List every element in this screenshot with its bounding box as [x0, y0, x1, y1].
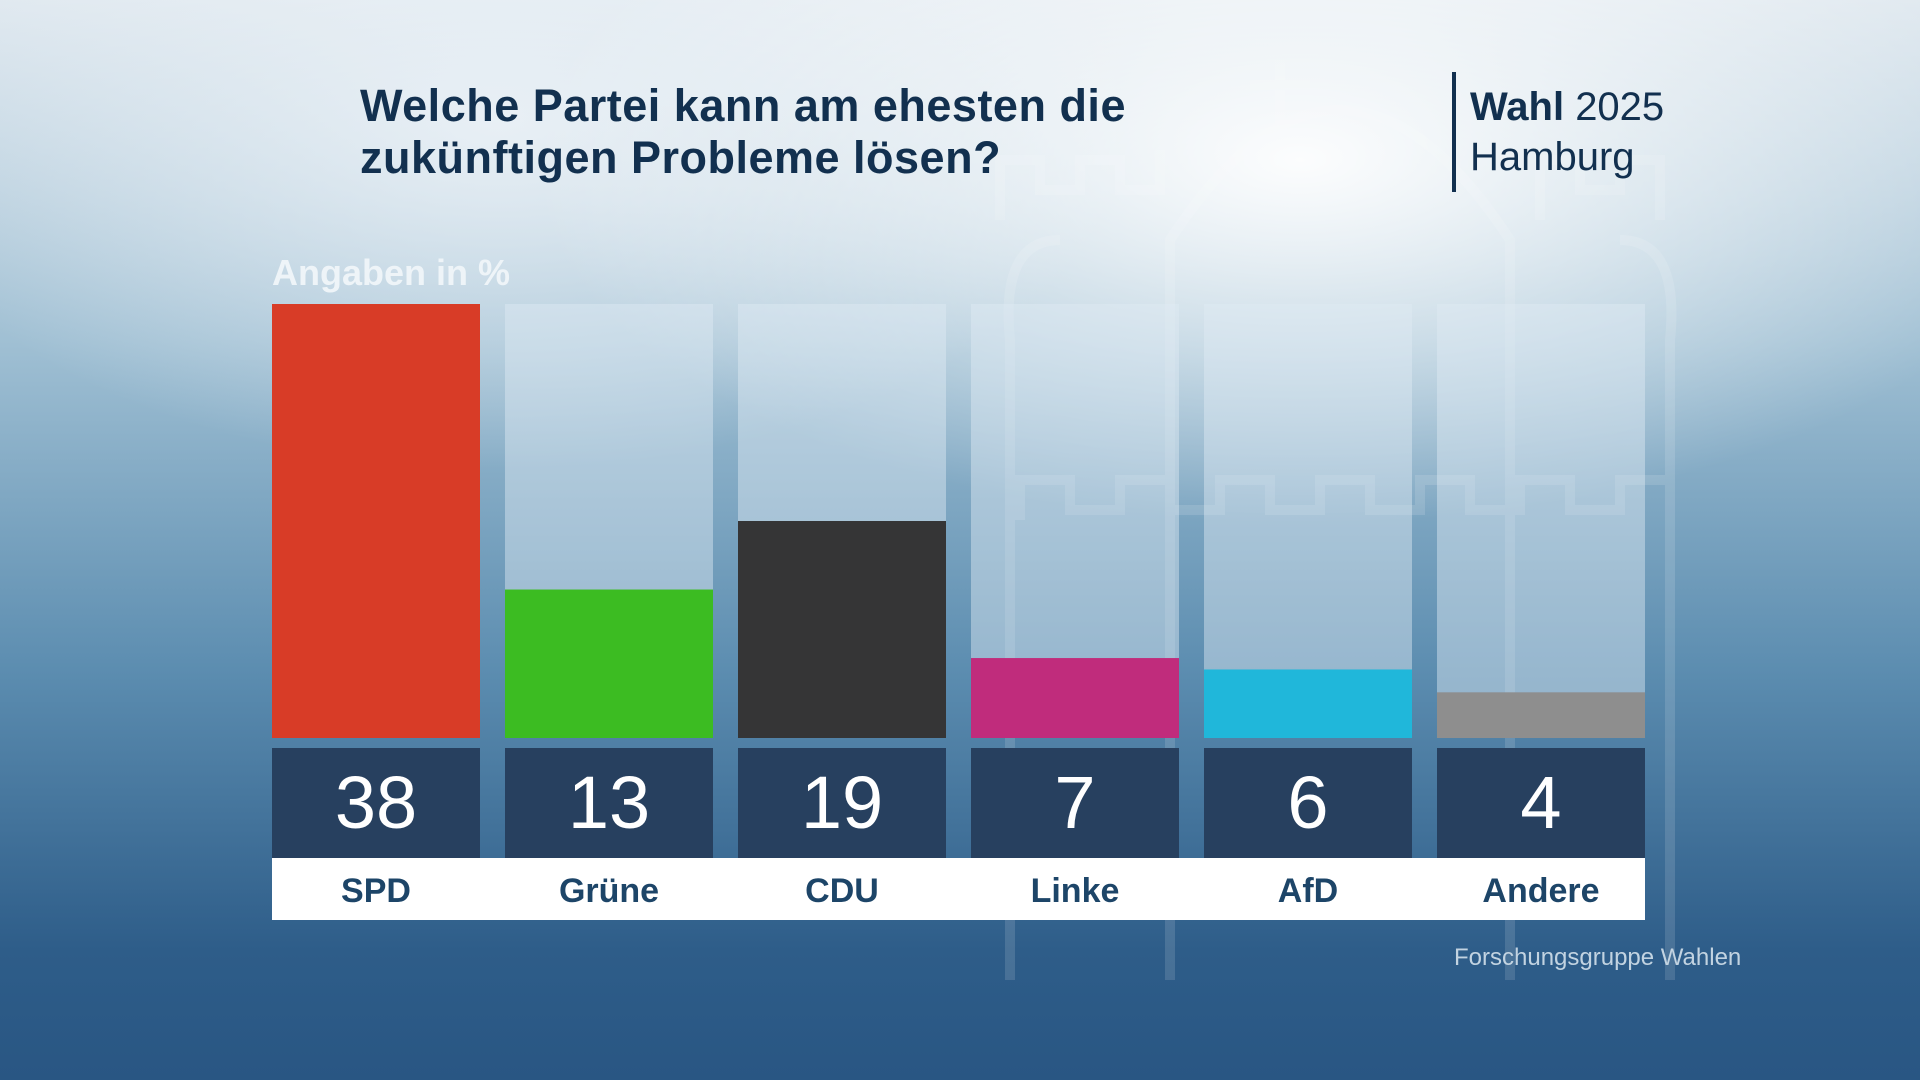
- source-label: Forschungsgruppe Wahlen: [1454, 944, 1742, 971]
- bar-linke: [971, 658, 1179, 738]
- bar-cdu: [738, 521, 946, 738]
- bar-track: [1204, 304, 1412, 738]
- category-label-strip: [272, 858, 1645, 920]
- unit-label: Angaben in %: [272, 252, 511, 293]
- value-box: [1437, 748, 1645, 858]
- data-label: 6: [1287, 761, 1328, 844]
- bar-afd: [1204, 669, 1412, 738]
- category-label: SPD: [341, 872, 411, 910]
- value-box: [272, 748, 480, 858]
- bar-grüne: [505, 589, 713, 738]
- election-badge: Wahl 2025 Hamburg: [1452, 72, 1664, 192]
- category-label: CDU: [805, 872, 879, 910]
- badge-year: 2025: [1575, 85, 1665, 129]
- data-label: 13: [568, 761, 650, 844]
- category-label: Grüne: [559, 872, 659, 910]
- value-box: [1204, 748, 1412, 858]
- bar-track: [1437, 304, 1645, 738]
- category-label: AfD: [1278, 872, 1338, 910]
- data-label: 7: [1054, 761, 1095, 844]
- value-box: [505, 748, 713, 858]
- chart-title: Welche Partei kann am ehesten die zukünf…: [360, 80, 1126, 183]
- hamburg-castle-watermark-icon: [995, 60, 1677, 980]
- bar-andere: [1437, 692, 1645, 738]
- data-label: 38: [335, 761, 417, 844]
- badge-wahl: Wahl: [1470, 85, 1565, 129]
- value-box: [738, 748, 946, 858]
- value-box: [971, 748, 1179, 858]
- data-label: 4: [1520, 761, 1561, 844]
- category-label: Andere: [1482, 872, 1599, 910]
- badge-place: Hamburg: [1470, 135, 1635, 179]
- bar-spd: [272, 304, 480, 738]
- category-label: Linke: [1031, 872, 1120, 910]
- data-label: 19: [801, 761, 883, 844]
